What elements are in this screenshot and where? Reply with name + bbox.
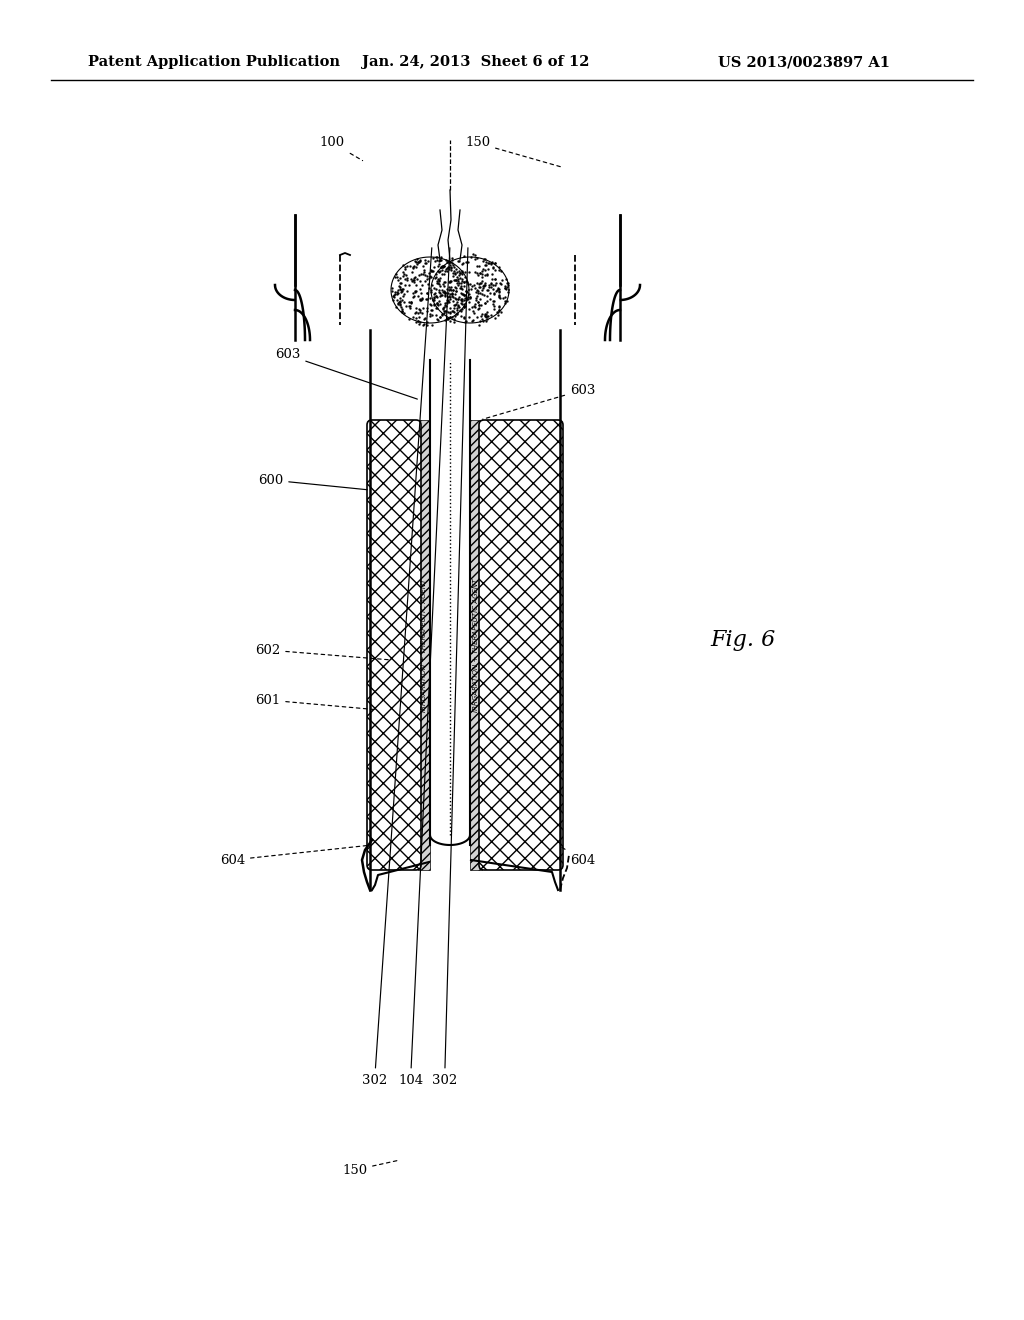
Bar bbox=[470, 420, 482, 870]
Text: 302: 302 bbox=[362, 248, 432, 1086]
Text: US 2013/0023897 A1: US 2013/0023897 A1 bbox=[718, 55, 890, 69]
Text: IRRGARATION + THERAPEUTIC AGENT: IRRGARATION + THERAPEUTIC AGENT bbox=[473, 578, 479, 711]
Text: Jan. 24, 2013  Sheet 6 of 12: Jan. 24, 2013 Sheet 6 of 12 bbox=[362, 55, 590, 69]
FancyBboxPatch shape bbox=[479, 420, 563, 870]
Text: 602: 602 bbox=[255, 644, 389, 660]
Text: IRRGARATION + THERAPEUTIC AGENT: IRRGARATION + THERAPEUTIC AGENT bbox=[421, 578, 427, 711]
Text: 603: 603 bbox=[275, 348, 418, 399]
Text: Fig. 6: Fig. 6 bbox=[710, 630, 775, 651]
Text: 601: 601 bbox=[255, 693, 377, 710]
Bar bbox=[418, 420, 430, 870]
Text: Patent Application Publication: Patent Application Publication bbox=[88, 55, 340, 69]
Text: 100: 100 bbox=[319, 136, 362, 161]
FancyBboxPatch shape bbox=[367, 420, 421, 870]
Text: 600: 600 bbox=[258, 474, 368, 490]
Text: 603: 603 bbox=[482, 384, 595, 420]
Text: 604: 604 bbox=[560, 846, 595, 866]
Text: 150: 150 bbox=[342, 1160, 397, 1176]
Text: 104: 104 bbox=[398, 248, 450, 1086]
Text: 150: 150 bbox=[465, 136, 562, 168]
Text: 604: 604 bbox=[220, 845, 370, 866]
Text: 302: 302 bbox=[432, 248, 468, 1086]
